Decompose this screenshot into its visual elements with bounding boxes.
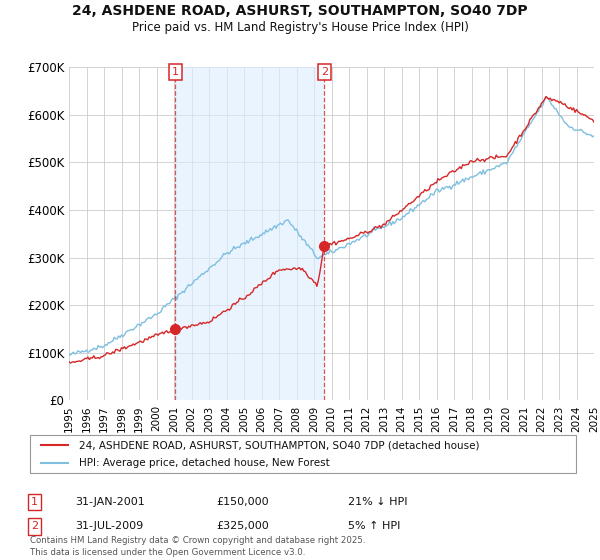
Text: Contains HM Land Registry data © Crown copyright and database right 2025.
This d: Contains HM Land Registry data © Crown c… — [30, 536, 365, 557]
Text: Price paid vs. HM Land Registry's House Price Index (HPI): Price paid vs. HM Land Registry's House … — [131, 21, 469, 34]
Text: 31-JUL-2009: 31-JUL-2009 — [75, 521, 143, 531]
Text: 2: 2 — [320, 67, 328, 77]
Bar — [175, 67, 324, 400]
Text: 5% ↑ HPI: 5% ↑ HPI — [348, 521, 400, 531]
Text: 21% ↓ HPI: 21% ↓ HPI — [348, 497, 407, 507]
Text: 24, ASHDENE ROAD, ASHURST, SOUTHAMPTON, SO40 7DP: 24, ASHDENE ROAD, ASHURST, SOUTHAMPTON, … — [72, 4, 528, 18]
Text: £150,000: £150,000 — [216, 497, 269, 507]
Text: 1: 1 — [31, 497, 38, 507]
Text: 1: 1 — [172, 67, 179, 77]
Text: 31-JAN-2001: 31-JAN-2001 — [75, 497, 145, 507]
Text: HPI: Average price, detached house, New Forest: HPI: Average price, detached house, New … — [79, 458, 330, 468]
Text: 2: 2 — [31, 521, 38, 531]
Text: 24, ASHDENE ROAD, ASHURST, SOUTHAMPTON, SO40 7DP (detached house): 24, ASHDENE ROAD, ASHURST, SOUTHAMPTON, … — [79, 440, 479, 450]
Text: £325,000: £325,000 — [216, 521, 269, 531]
